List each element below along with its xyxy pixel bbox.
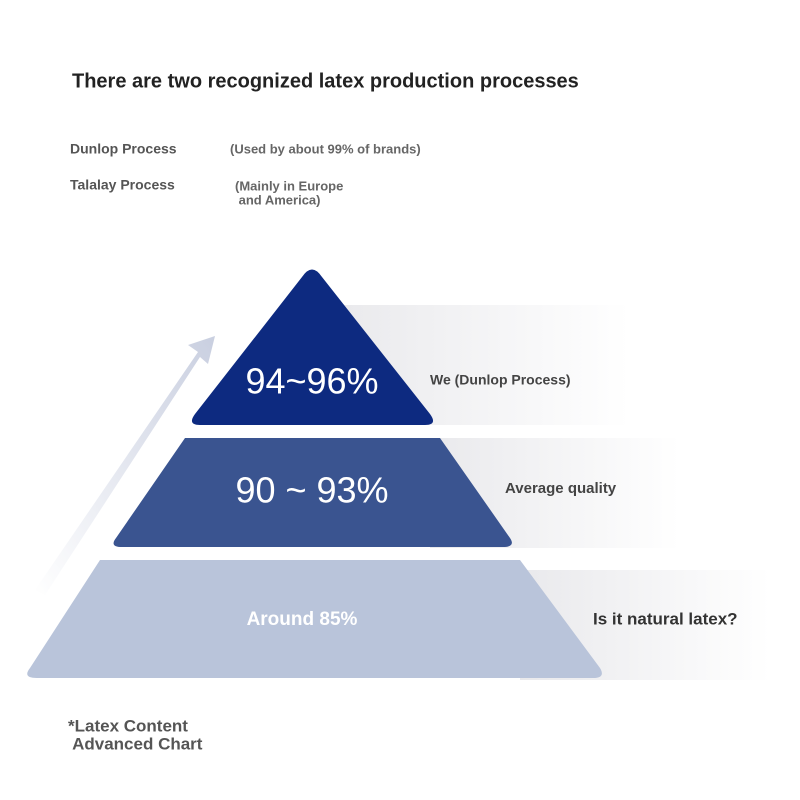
level-label: 94~96%: [245, 361, 378, 402]
arrow: [35, 336, 215, 595]
pyramid-middle: [113, 438, 512, 547]
footnote: *Latex Content: [68, 716, 188, 735]
process-note: and America): [235, 192, 321, 207]
level-description: We (Dunlop Process): [430, 372, 571, 388]
pyramid-top: [191, 269, 434, 425]
process-note: (Used by about 99% of brands): [230, 141, 421, 156]
process-name: Dunlop Process: [70, 141, 177, 157]
level-label: 90 ~ 93%: [235, 470, 388, 511]
level-description: Average quality: [505, 480, 617, 497]
level-description: Is it natural latex?: [593, 609, 738, 628]
footnote: Advanced Chart: [68, 734, 203, 753]
process-name: Talalay Process: [70, 177, 175, 193]
process-note: (Mainly in Europe: [235, 178, 343, 193]
title: There are two recognized latex productio…: [72, 70, 579, 92]
pyramid-bottom: [27, 560, 602, 678]
level-label: Around 85%: [247, 609, 358, 630]
